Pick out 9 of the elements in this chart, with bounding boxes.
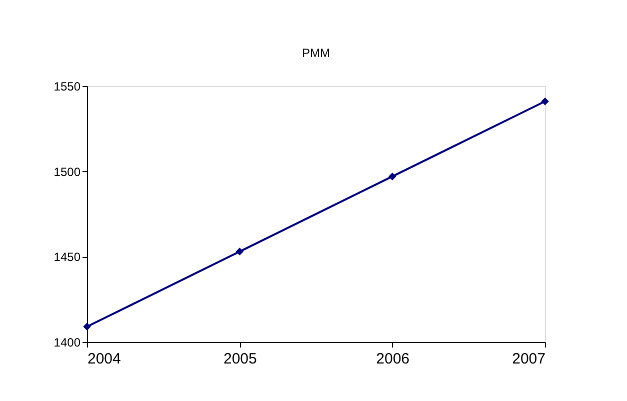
x-tick-label: 2006 <box>376 350 410 368</box>
y-tick-label: 1400 <box>54 336 81 350</box>
x-tick-label: 2007 <box>512 350 546 368</box>
x-tick-label: 2005 <box>223 350 257 368</box>
y-tick-label: 1500 <box>54 164 81 179</box>
y-tick-label: 1450 <box>54 250 81 264</box>
x-tick-label: 2004 <box>88 350 121 368</box>
chart-title: PMM <box>302 46 330 60</box>
y-tick-label: 1550 <box>54 80 81 94</box>
